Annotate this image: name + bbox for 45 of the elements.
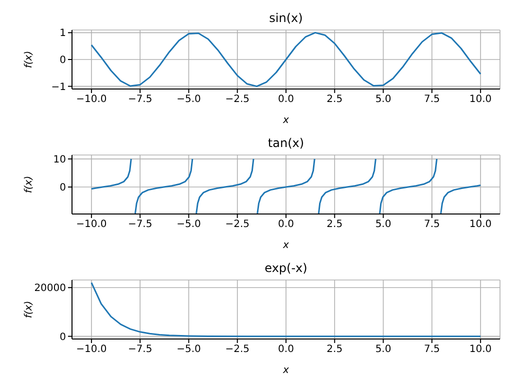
y-tick-label: 10 — [53, 154, 66, 166]
y-tick-label: −1 — [51, 82, 66, 93]
x-tick-label: 7.5 — [424, 219, 440, 230]
x-tick-label: −7.5 — [128, 219, 152, 230]
y-tick-label: 1 — [60, 28, 66, 40]
x-axis-title: x — [282, 240, 290, 251]
x-tick-label: 7.5 — [424, 344, 440, 356]
x-tick-label: 0.0 — [278, 219, 294, 230]
x-tick-label: −7.5 — [128, 344, 152, 356]
x-axis-title: x — [282, 115, 290, 126]
y-axis-title: f(x) — [24, 176, 35, 194]
x-tick-label: −5.0 — [176, 344, 201, 356]
x-tick-label: 2.5 — [326, 94, 343, 106]
x-tick-label: 0.0 — [278, 94, 294, 106]
x-tick-label: −7.5 — [128, 94, 152, 106]
y-tick-label: 0 — [60, 182, 66, 194]
x-tick-label: −10.0 — [76, 94, 107, 106]
line-series — [90, 32, 482, 88]
y-axis-title: f(x) — [24, 300, 35, 318]
x-tick-label: −10.0 — [76, 219, 107, 230]
x-tick-label: −2.5 — [225, 344, 250, 356]
x-tick-label: 2.5 — [326, 344, 343, 356]
x-tick-label: −10.0 — [76, 344, 107, 356]
line-series — [90, 282, 482, 338]
x-tick-label: 5.0 — [375, 219, 392, 230]
x-tick-label: 10.0 — [469, 344, 492, 356]
x-tick-label: −5.0 — [176, 219, 201, 230]
x-tick-label: 10.0 — [469, 219, 492, 230]
x-tick-label: 5.0 — [375, 344, 392, 356]
chart-title: exp(-x) — [264, 261, 308, 275]
x-tick-label: 5.0 — [375, 94, 392, 106]
y-tick-label: 0 — [60, 332, 66, 343]
x-tick-label: 7.5 — [424, 94, 440, 106]
chart-title: tan(x) — [266, 136, 306, 150]
x-axis-title: x — [282, 365, 290, 376]
x-tick-label: −5.0 — [176, 94, 201, 106]
x-tick-label: 2.5 — [326, 219, 343, 230]
x-tick-label: −2.5 — [225, 219, 250, 230]
y-tick-label: 0 — [60, 55, 66, 66]
x-tick-label: 10.0 — [469, 94, 492, 106]
y-axis-title: f(x) — [24, 50, 35, 68]
x-tick-label: −2.5 — [225, 94, 250, 106]
y-tick-label: 20000 — [34, 283, 66, 294]
chart-title: sin(x) — [268, 11, 304, 25]
x-tick-label: 0.0 — [278, 344, 294, 356]
